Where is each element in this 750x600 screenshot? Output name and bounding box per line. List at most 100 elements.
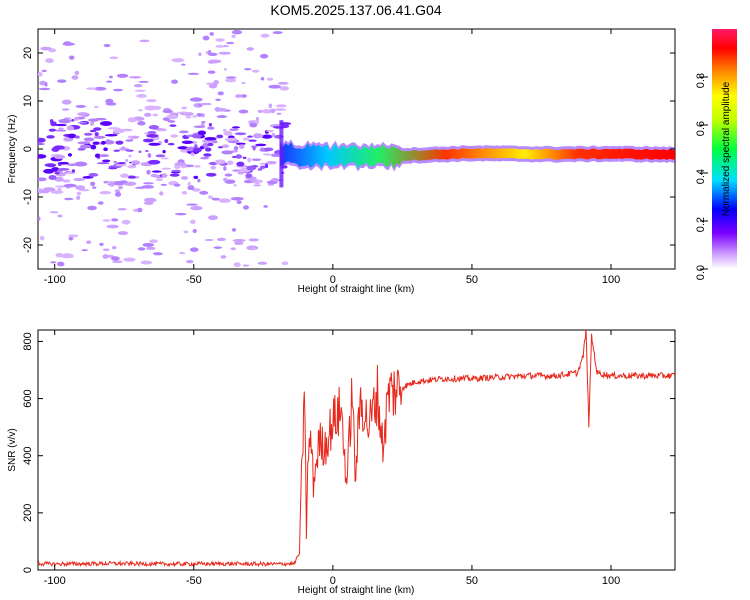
spectrogram-cell [224,173,233,177]
spectrogram-cell [139,39,150,43]
spectrogram-cell [110,256,120,261]
spectrogram-cell [187,181,191,187]
spectrogram-cell [194,165,201,168]
colorbar-tick-label: 0.2 [695,217,707,232]
spectrogram-cell [272,31,283,35]
colorbar-ticks: 0.0 0.2 0.4 0.6 0.8 [695,73,708,280]
spectrogram-cell [92,141,100,145]
spectrogram-cell [66,163,79,167]
spectrogram-cell [272,126,282,129]
spectrogram-cell [99,190,112,195]
spectrogram-cell [99,121,113,127]
spectrogram-cell [106,224,119,229]
spectrogram-y-tick-label: -10 [22,189,34,205]
spectrogram-cell [259,165,266,169]
spectrogram-x-label: Height of straight line (km) [298,284,415,295]
spectrogram-cell [177,146,189,150]
spectrogram-cell [249,178,258,182]
spectrogram-cell [174,162,187,166]
spectrogram-cell [161,173,168,178]
spectrogram-cell [273,108,287,111]
spectrogram-cell [75,104,86,108]
spectrogram-cell [49,211,59,214]
spectrogram-cell [189,97,203,102]
spectrogram-cell [179,251,186,255]
spectrogram-cell [105,98,114,104]
spectrogram-cell [260,77,265,81]
spectrogram-cell [208,195,212,199]
spectrogram-cell [247,135,253,138]
spectrogram-cell [144,112,152,117]
spectrogram-cell [247,157,252,163]
spectrogram-cell [211,197,221,201]
colorbar-tick-label: 0.4 [695,169,707,184]
spectrogram-cell [162,109,173,114]
spectrogram-cell [138,80,149,83]
spectrogram-cell [71,75,79,80]
spectrogram-cell [113,128,125,134]
spectrogram-cell [128,76,142,79]
spectrogram-cell [38,154,47,159]
spectrogram-cell [279,86,290,91]
spectrogram-cell [238,144,245,150]
spectrogram-cell [117,207,127,211]
spectrogram-cell [87,205,97,211]
spectrogram-cell [268,84,281,89]
spectrogram-cell [268,103,273,109]
spectrogram-cell [50,261,57,264]
snr-x-tick-label: 50 [466,575,478,587]
spectrogram-cell [130,160,141,166]
spectrogram-cell [192,147,202,153]
spectrogram-cell [270,153,282,157]
spectrogram-cell [169,112,179,115]
spectrogram-cell [217,146,224,149]
spectrogram-cell [186,259,194,264]
spectrogram-cell [49,119,54,124]
spectrogram-cell [97,201,104,205]
spectrogram-cell [64,197,74,201]
spectrogram-cell [40,46,52,51]
snr-y-tick-label: 0 [22,567,34,573]
spectrogram-cell [38,137,46,143]
spectrogram-cell [281,261,289,266]
spectrogram-cell [231,228,237,232]
spectrogram-cell [215,98,221,101]
figure-title: KOM5.2025.137.06.41.G04 [270,2,441,18]
spectrogram-cell [96,162,110,165]
spectrogram-cell [106,80,113,83]
spectrogram-cell [148,142,161,146]
spectrogram-cell [167,142,175,146]
spectrogram-cell [215,38,225,42]
spectrogram-cell [127,117,137,123]
spectrogram-cell [121,219,131,225]
spectrogram-x-tick-label: 100 [602,274,620,286]
spectrogram-cell [264,163,269,169]
spectrogram-cell [88,173,99,177]
snr-y-tick-label: 200 [22,504,34,522]
spectrogram-cell [133,83,143,88]
spectrogram-cell [276,149,280,155]
spectrogram-cell [251,247,256,250]
spectrogram-cell [76,191,82,196]
spectrogram-x-ticks: -100 -50 0 50 100 [44,29,620,286]
spectrogram-cell [125,158,129,162]
spectrogram-cell [275,104,287,108]
spectrogram-cell [229,128,239,132]
spectrogram-cell [251,158,262,161]
spectrogram-cell [73,177,86,182]
spectrogram-cell [67,153,72,157]
spectrogram-cell [111,218,119,222]
spectrogram-cell [222,128,227,132]
spectrogram-cell [58,163,62,167]
spectrogram-cell [197,178,201,183]
spectrogram-cell [233,145,239,151]
spectrogram-cell [71,119,75,122]
spectrogram-cell [251,69,260,73]
spectrogram-cell [60,253,74,259]
spectrogram-cell [185,115,192,119]
spectrogram-cell [155,178,164,182]
spectrogram-cell [181,63,186,66]
spectrogram-cell [171,79,178,84]
spectrogram-cell [244,68,252,71]
spectrogram-y-tick-label: 0 [22,146,34,152]
